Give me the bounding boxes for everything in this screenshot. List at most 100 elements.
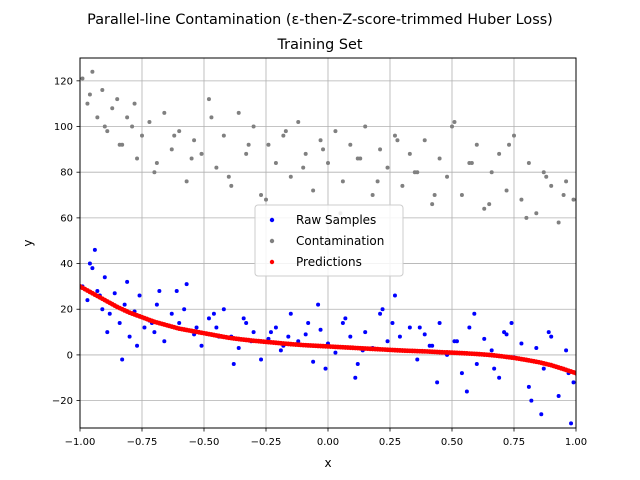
series-contamination bbox=[80, 69, 576, 225]
raw-samples-point bbox=[541, 366, 546, 371]
contamination-point bbox=[564, 179, 569, 184]
contamination-point bbox=[85, 101, 90, 106]
contamination-point bbox=[226, 174, 231, 179]
raw-samples-point bbox=[135, 343, 140, 348]
contamination-point bbox=[400, 183, 405, 188]
raw-samples-point bbox=[236, 346, 241, 351]
contamination-point bbox=[192, 138, 197, 143]
x-axis-label: x bbox=[324, 456, 331, 470]
raw-samples-point bbox=[244, 320, 249, 325]
contamination-point bbox=[392, 133, 397, 138]
legend-box bbox=[254, 204, 404, 277]
contamination-point bbox=[450, 124, 454, 129]
raw-samples-point bbox=[112, 291, 117, 296]
contamination-point bbox=[172, 133, 177, 138]
contamination-point bbox=[80, 76, 85, 81]
raw-samples-point bbox=[427, 343, 432, 348]
contamination-point bbox=[452, 119, 457, 124]
raw-samples-point bbox=[316, 302, 321, 307]
raw-samples-point bbox=[529, 398, 534, 403]
raw-samples-point bbox=[348, 334, 353, 339]
raw-samples-point bbox=[415, 357, 420, 362]
raw-samples-point bbox=[231, 362, 236, 367]
raw-samples-point bbox=[214, 325, 219, 330]
raw-samples-point bbox=[303, 332, 308, 337]
raw-samples-point bbox=[353, 375, 358, 380]
contamination-point bbox=[105, 129, 110, 134]
raw-samples-point bbox=[482, 336, 487, 341]
raw-samples-point bbox=[311, 359, 316, 364]
raw-samples-point bbox=[556, 394, 561, 399]
contamination-point bbox=[430, 202, 435, 207]
raw-samples-point bbox=[268, 330, 273, 335]
contamination-point bbox=[497, 151, 502, 156]
raw-samples-point bbox=[323, 366, 328, 371]
raw-samples-point bbox=[206, 316, 211, 321]
raw-samples-point bbox=[127, 334, 132, 339]
y-axis-label: y bbox=[21, 239, 35, 246]
contamination-point bbox=[375, 179, 380, 184]
contamination-point bbox=[221, 133, 226, 138]
contamination-point bbox=[199, 151, 204, 156]
y-tick-label: −20 bbox=[52, 396, 73, 407]
contamination-point bbox=[288, 174, 293, 179]
contamination-point bbox=[474, 142, 479, 147]
contamination-point bbox=[512, 133, 516, 138]
contamination-point bbox=[326, 161, 330, 166]
raw-samples-point bbox=[174, 288, 179, 293]
contamination-point bbox=[264, 197, 268, 202]
contamination-point bbox=[147, 119, 152, 124]
contamination-point bbox=[301, 165, 306, 170]
contamination-point bbox=[549, 183, 554, 188]
contamination-point bbox=[432, 193, 437, 198]
contamination-point bbox=[412, 170, 417, 175]
raw-samples-point bbox=[571, 380, 576, 385]
x-tick-label: 0.25 bbox=[379, 437, 401, 448]
raw-samples-point bbox=[363, 330, 368, 335]
raw-samples-point bbox=[273, 325, 278, 330]
contamination-point bbox=[318, 138, 323, 143]
contamination-point bbox=[283, 129, 288, 134]
raw-samples-point bbox=[296, 339, 301, 344]
raw-samples-point bbox=[194, 325, 199, 330]
axis-ticks: −1.00 −0.75 −0.50 −0.25 0.00 0.25 0.50 0.75 1.00… bbox=[52, 76, 587, 448]
contamination-point bbox=[244, 151, 249, 156]
raw-samples-point bbox=[154, 302, 159, 307]
raw-samples-point bbox=[492, 366, 497, 371]
contamination-point bbox=[87, 92, 92, 97]
y-tick-label: 40 bbox=[60, 259, 73, 270]
raw-samples-point bbox=[549, 334, 554, 339]
raw-samples-point bbox=[122, 302, 127, 307]
raw-samples-point bbox=[251, 330, 256, 335]
raw-samples-point bbox=[474, 362, 479, 367]
raw-samples-point bbox=[390, 320, 395, 325]
raw-samples-point bbox=[502, 330, 507, 335]
contamination-point bbox=[152, 170, 157, 175]
raw-samples-point bbox=[100, 307, 105, 312]
raw-samples-point bbox=[564, 348, 569, 353]
contamination-point bbox=[125, 115, 130, 120]
contamination-point bbox=[370, 193, 375, 198]
raw-samples-point bbox=[392, 293, 397, 298]
raw-samples-point bbox=[221, 307, 226, 312]
raw-samples-point bbox=[306, 320, 311, 325]
series-predictions bbox=[80, 283, 576, 376]
raw-samples-point bbox=[422, 332, 427, 337]
contamination-point bbox=[251, 124, 256, 129]
raw-samples-point bbox=[489, 348, 494, 353]
raw-samples-point bbox=[459, 371, 464, 376]
raw-samples-point bbox=[184, 282, 189, 287]
x-tick-label: −0.75 bbox=[127, 437, 158, 448]
raw-samples-point bbox=[199, 343, 204, 348]
raw-samples-point bbox=[92, 247, 97, 252]
contamination-point bbox=[177, 129, 182, 134]
raw-samples-point bbox=[288, 311, 293, 316]
legend-marker bbox=[269, 217, 275, 223]
contamination-point bbox=[556, 220, 561, 225]
contamination-point bbox=[469, 161, 474, 166]
contamination-point bbox=[130, 124, 135, 129]
raw-samples-point bbox=[355, 362, 360, 367]
legend-marker bbox=[269, 259, 275, 265]
raw-samples-point bbox=[437, 320, 442, 325]
raw-samples-point bbox=[497, 375, 502, 380]
